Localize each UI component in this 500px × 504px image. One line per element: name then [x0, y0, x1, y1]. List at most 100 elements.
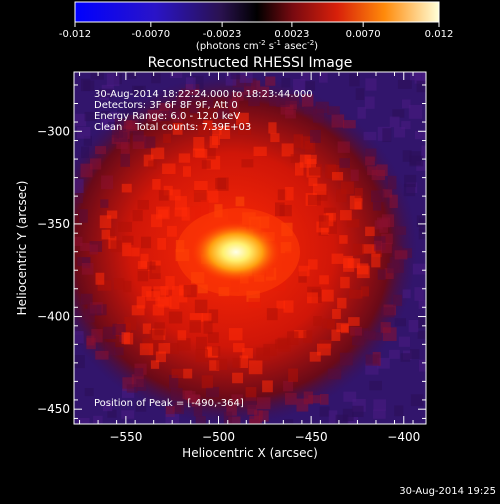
heatmap-pixel — [389, 194, 398, 209]
colorbar-tick-label: -0.0070 — [132, 29, 171, 40]
heatmap-pixel — [365, 148, 377, 162]
heatmap-pixel — [169, 374, 179, 389]
heatmap-pixel — [172, 402, 182, 413]
heatmap-pixel — [89, 244, 98, 255]
heatmap-pixel — [248, 95, 260, 107]
heatmap-pixel — [121, 388, 135, 398]
heatmap-pixel — [74, 194, 84, 204]
heatmap-pixel — [177, 338, 191, 351]
heatmap-pixel — [245, 397, 257, 409]
heatmap-pixel — [382, 189, 393, 198]
heatmap-pixel — [178, 289, 188, 303]
y-tick-label: −450 — [37, 402, 70, 416]
heatmap-pixel — [371, 253, 381, 268]
heatmap-pixel — [285, 100, 297, 110]
heatmap-pixel — [248, 360, 263, 375]
heatmap-pixel — [136, 296, 146, 309]
heatmap-pixel — [194, 299, 208, 314]
heatmap-pixel — [126, 115, 139, 124]
heatmap-pixel — [409, 72, 422, 81]
colorbar-tick-label: 0.012 — [425, 29, 454, 40]
heatmap-pixel — [95, 350, 109, 360]
heatmap-pixel — [373, 409, 386, 419]
heatmap-pixel — [121, 332, 130, 344]
heatmap-pixel — [272, 279, 286, 291]
heatmap-pixel — [228, 416, 241, 424]
heatmap-pixel — [148, 160, 157, 170]
heatmap-pixel — [293, 134, 304, 148]
heatmap-pixel — [169, 295, 180, 310]
heatmap-pixel — [365, 78, 377, 91]
heatmap-pixel — [304, 81, 316, 91]
heatmap-pixel — [369, 380, 382, 391]
heatmap-pixel — [265, 76, 276, 86]
heatmap-pixel — [418, 299, 426, 309]
heatmap-pixel — [318, 215, 329, 228]
heatmap-pixel — [331, 253, 344, 264]
heatmap-pixel — [99, 215, 112, 229]
heatmap-pixel — [201, 313, 212, 322]
heatmap-pixel — [114, 132, 128, 142]
annotation-time: 30-Aug-2014 18:22:24.000 to 18:23:44.000 — [94, 89, 313, 100]
heatmap-pixel — [230, 72, 241, 80]
heatmap-pixel — [418, 228, 426, 240]
heatmap-pixel — [364, 331, 376, 340]
heatmap-pixel — [112, 323, 126, 336]
heatmap-pixel — [392, 109, 405, 118]
heatmap-pixel — [394, 127, 406, 138]
heatmap-pixel — [284, 419, 294, 424]
heatmap-pixel — [180, 88, 191, 101]
heatmap-pixel — [283, 300, 294, 313]
heatmap-pixel — [168, 106, 180, 119]
heatmap-pixel — [239, 355, 249, 369]
heatmap-pixel — [81, 146, 90, 159]
heatmap-pixel — [393, 294, 403, 307]
heatmap-pixel — [256, 397, 271, 410]
heatmap-pixel — [155, 297, 169, 306]
heatmap-pixel — [270, 133, 280, 143]
heatmap-pixel — [217, 108, 230, 120]
heatmap-pixel — [165, 276, 175, 290]
heatmap-pixel — [262, 380, 273, 393]
heatmap-pixel — [389, 256, 400, 269]
heatmap-pixel — [283, 380, 294, 392]
heatmap-pixel — [141, 236, 152, 249]
x-axis: −550 −500 −450 −400 — [79, 72, 420, 444]
heatmap-pixel — [336, 322, 349, 332]
heatmap-pixel — [281, 77, 291, 88]
heatmap-pixel — [91, 329, 103, 343]
colorbar-unit-label: (photons cm-2 s-1 asec-2) — [196, 39, 318, 52]
colorbar-tick-label: -0.012 — [59, 29, 91, 40]
heatmap-pixel — [371, 169, 385, 181]
heatmap-pixel — [276, 300, 285, 309]
heatmap-pixel — [132, 130, 144, 142]
heatmap-pixel — [216, 358, 228, 370]
heatmap-pixel — [308, 177, 318, 187]
heatmap-pixel — [298, 265, 310, 277]
heatmap-pixel — [168, 189, 181, 201]
annotation-counts: Clean Total counts: 7.39E+03 — [94, 122, 251, 133]
flare-source — [192, 222, 280, 282]
heatmap-pixel — [80, 163, 93, 178]
heatmap-pixel — [349, 73, 360, 87]
heatmap-pixel — [232, 357, 241, 368]
heatmap-pixel — [178, 153, 191, 163]
annotation-detectors: Detectors: 3F 6F 8F 9F, Att 0 — [94, 100, 238, 111]
heatmap-pixel — [203, 320, 213, 334]
heatmap-pixel — [151, 214, 163, 228]
heatmap-pixel — [256, 347, 270, 361]
heatmap-texture — [74, 72, 426, 424]
heatmap-pixel — [169, 72, 183, 78]
heatmap-pixel — [167, 225, 177, 237]
chart-title: Reconstructed RHESSI Image — [148, 55, 353, 71]
heatmap-pixel — [185, 77, 196, 90]
heatmap-pixel — [212, 126, 222, 135]
heatmap-pixel — [183, 284, 197, 298]
heatmap-pixel — [381, 233, 393, 245]
heatmap-pixel — [192, 148, 205, 158]
heatmap-pixel — [194, 180, 208, 193]
heatmap-pixel — [205, 386, 220, 398]
x-tick-label: −450 — [295, 430, 328, 444]
heatmap-pixel — [418, 317, 426, 329]
